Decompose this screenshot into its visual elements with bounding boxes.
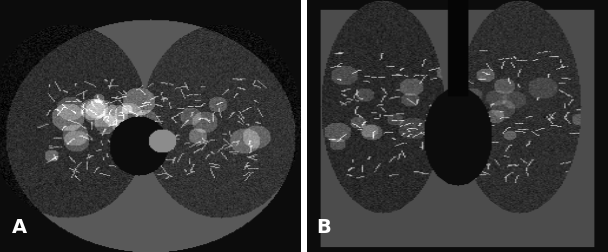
Text: A: A: [12, 218, 27, 237]
Text: B: B: [316, 218, 331, 237]
